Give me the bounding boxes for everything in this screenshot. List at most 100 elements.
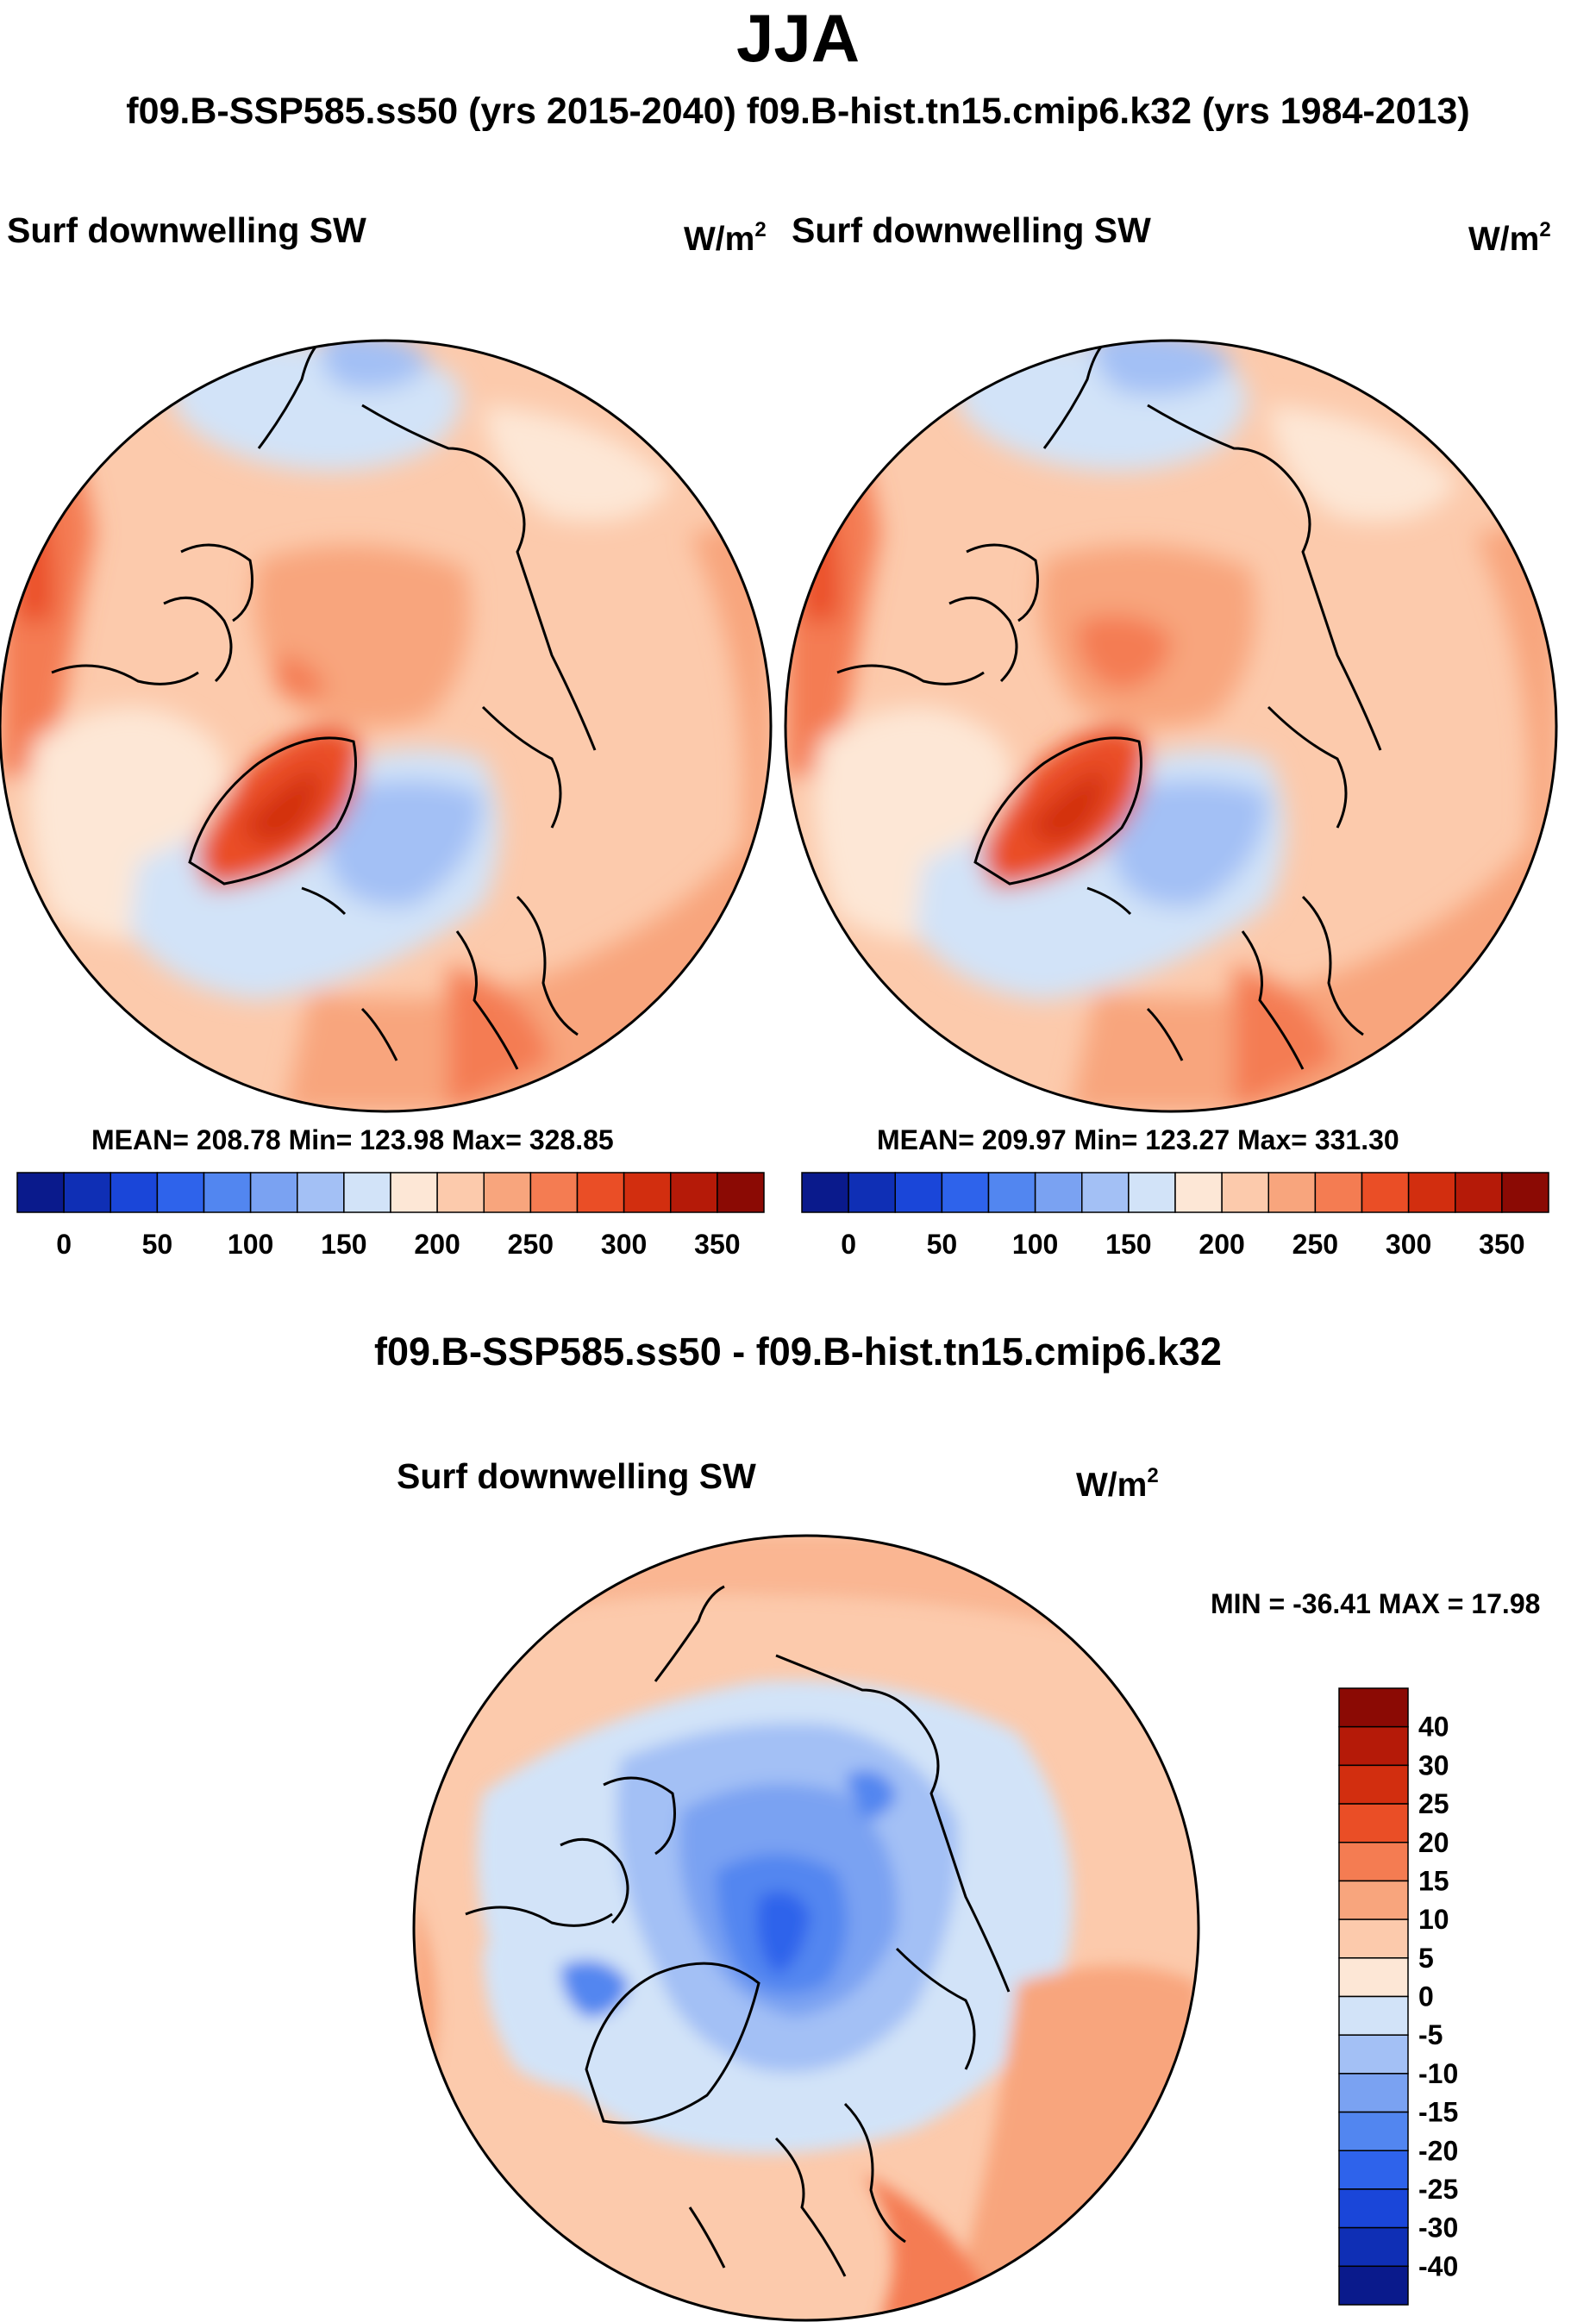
panel3-colorbar-box: [1338, 1880, 1409, 1920]
panel2-colorbar-tick: 300: [1386, 1229, 1431, 1260]
panel2-colorbar-box: [1407, 1172, 1456, 1213]
panel3-colorbar-box: [1338, 1725, 1409, 1767]
panel1-colorbar-box: [110, 1172, 159, 1213]
panel2-map-border: [784, 339, 1558, 1113]
panel2-colorbar-box: [801, 1172, 849, 1213]
panel3-colorbar-box: [1338, 2188, 1409, 2229]
panel2-colorbar: 0 50 100 150 200 250 300 350: [801, 1172, 1549, 1260]
panel1-colorbar-tick: 250: [508, 1229, 554, 1260]
panel2-colorbar-box: [1034, 1172, 1083, 1213]
panel1-colorbar-box: [483, 1172, 532, 1213]
panel2-units: W/m2: [1468, 218, 1551, 258]
panel2-colorbar-box: [1361, 1172, 1410, 1213]
panel3-map: [414, 1536, 1199, 2320]
panel3-colorbar-tick: 15: [1418, 1865, 1449, 1896]
figure-title: JJA: [735, 0, 861, 76]
panel3-colorbar-tick: -30: [1418, 2212, 1458, 2244]
panel3-colorbar-box: [1338, 2150, 1409, 2190]
panel3-title: Surf downwelling SW: [397, 1456, 756, 1496]
panel3-colorbar-box: [1338, 1764, 1409, 1805]
panel2-colorbar-tick: 250: [1292, 1229, 1338, 1260]
panel1-colorbar-tick: 100: [228, 1229, 273, 1260]
panel2-stats: MEAN= 209.97 Min= 123.27 Max= 331.30: [877, 1124, 1399, 1155]
panel2-colorbar-box: [1174, 1172, 1223, 1213]
panel1-colorbar-tick: 150: [321, 1229, 366, 1260]
panel1-colorbar-box: [343, 1172, 391, 1213]
panel3-colorbar-tick: 10: [1418, 1904, 1449, 1935]
panel3-colorbar-tick: -15: [1418, 2097, 1458, 2128]
panel3-colorbar-tick: 20: [1418, 1827, 1449, 1858]
panel3-colorbar-tick: 40: [1418, 1712, 1449, 1743]
panel1-colorbar-box: [297, 1172, 345, 1213]
panel3-colorbar-tick: 5: [1418, 1943, 1434, 1974]
panel3-colorbar-tick: 25: [1418, 1788, 1449, 1819]
panel2-colorbar-box: [1081, 1172, 1130, 1213]
panel1-colorbar-tick: 300: [601, 1229, 647, 1260]
panel1-map: [0, 341, 771, 1111]
panel3-colorbar-tick: -10: [1418, 2058, 1458, 2089]
panel1-colorbar-tick: 350: [694, 1229, 740, 1260]
panel1-stats: MEAN= 208.78 Min= 123.98 Max= 328.85: [91, 1124, 614, 1155]
panel3-colorbar-box: [1338, 2073, 1409, 2113]
panel1-colorbar-tick: 0: [56, 1229, 72, 1260]
panel3-colorbar-box: [1338, 1957, 1409, 1998]
panel3-colorbar-box: [1338, 1687, 1409, 1728]
panel2-colorbar-box: [894, 1172, 943, 1213]
panel1-colorbar-tick: 50: [142, 1229, 173, 1260]
panel3-colorbar-tick: -25: [1418, 2174, 1458, 2205]
panel1-colorbar-box: [156, 1172, 205, 1213]
panel3-colorbar-box: [1338, 1918, 1409, 1959]
panel2-colorbar-tick: 50: [927, 1229, 958, 1260]
panel1-colorbar-box: [63, 1172, 111, 1213]
panel2-colorbar-box: [987, 1172, 1036, 1213]
panel3-colorbar-box: [1338, 1842, 1409, 1882]
panel2-colorbar-box: [1267, 1172, 1317, 1213]
panel1-units: W/m2: [684, 218, 767, 258]
panel1-colorbar-box: [717, 1172, 765, 1213]
panel1-coastlines: [51, 341, 597, 1070]
panel2-colorbar-tick: 200: [1199, 1229, 1244, 1260]
panel1-title: Surf downwelling SW: [7, 210, 366, 250]
panel2-colorbar-box: [1455, 1172, 1503, 1213]
panel2-colorbar-tick: 0: [841, 1229, 856, 1260]
panel3-colorbar-box: [1338, 1803, 1409, 1843]
panel1-colorbar: 0 50 100 150 200 250 300 350: [16, 1172, 765, 1260]
panel3-colorbar-box: [1338, 2111, 1409, 2151]
panel1-colorbar-box: [436, 1172, 485, 1213]
panel3-colorbar-tick: 30: [1418, 1749, 1449, 1781]
panel1-colorbar-box: [390, 1172, 438, 1213]
panel1-colorbar-box: [249, 1172, 298, 1213]
panel3-colorbar-box: [1338, 2226, 1409, 2268]
panel3-map-border: [412, 1534, 1200, 2322]
panel1-colorbar-box: [623, 1172, 672, 1213]
panel3-colorbar-tick: -40: [1418, 2250, 1458, 2281]
panel3-coastlines: [465, 1585, 1011, 2277]
panel2-colorbar-box: [941, 1172, 990, 1213]
panel1-colorbar-box: [203, 1172, 252, 1213]
panel2-colorbar-box: [1221, 1172, 1269, 1213]
panel3-colorbar-box: [1338, 2265, 1409, 2306]
panel3-colorbar: 40 30 25 20 15 10 5 0 -5 -10 -15 -20 -25 -30 -40: [1338, 1687, 1458, 2306]
panel2-colorbar-box: [1314, 1172, 1363, 1213]
panel2-colorbar-box: [848, 1172, 896, 1213]
panel1-map-border: [0, 339, 773, 1113]
panel1-colorbar-box: [576, 1172, 625, 1213]
panel3-colorbar-tick: -20: [1418, 2135, 1458, 2166]
panel3-units: W/m2: [1076, 1464, 1159, 1504]
panel2-colorbar-box: [1128, 1172, 1176, 1213]
panel1-colorbar-tick: 200: [414, 1229, 460, 1260]
panel3-colorbar-tick: -5: [1418, 2019, 1443, 2050]
panel2-colorbar-box: [1501, 1172, 1549, 1213]
panel2-colorbar-tick: 350: [1479, 1229, 1524, 1260]
diff-title: f09.B-SSP585.ss50 - f09.B-hist.tn15.cmip…: [374, 1330, 1222, 1374]
panel3-stats: MIN = -36.41 MAX = 17.98: [1211, 1588, 1541, 1619]
figure-subtitle: f09.B-SSP585.ss50 (yrs 2015-2040) f09.B-…: [126, 91, 1470, 132]
panel2-title: Surf downwelling SW: [792, 210, 1151, 250]
panel1-colorbar-box: [16, 1172, 65, 1213]
panel3-colorbar-tick: 0: [1418, 1981, 1434, 2012]
panel2-coastlines: [836, 341, 1382, 1070]
panel1-colorbar-box: [529, 1172, 579, 1213]
panel3-colorbar-box: [1338, 2034, 1409, 2075]
panel2-colorbar-tick: 100: [1012, 1229, 1058, 1260]
